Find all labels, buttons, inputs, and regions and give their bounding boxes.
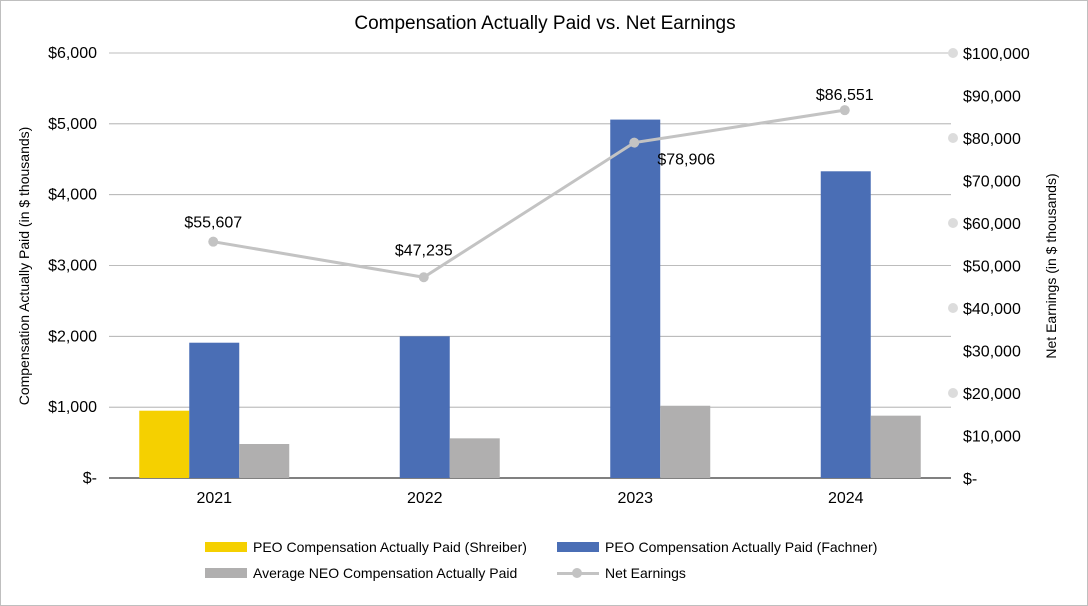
y2-tick-label: $50,000 (963, 259, 1021, 276)
bar-fachner (610, 119, 661, 478)
x-tick-label: 2021 (196, 490, 232, 507)
legend-item-net-earnings[interactable]: Net Earnings (557, 565, 686, 581)
legend-label-shreiber: PEO Compensation Actually Paid (Shreiber… (253, 539, 527, 555)
bar-neo (239, 444, 290, 478)
y2-tick-label: $100,000 (963, 46, 1030, 63)
bar-neo (660, 405, 711, 478)
net-earnings-point (629, 137, 640, 148)
legend-swatch-fachner (557, 542, 599, 552)
y2-tick-label: $90,000 (963, 89, 1021, 106)
x-tick-label: 2022 (407, 490, 443, 507)
gridlines (109, 52, 951, 479)
y-tick-label: $- (83, 470, 97, 487)
right-axis-dot (948, 48, 958, 58)
y-tick-label: $1,000 (48, 399, 97, 416)
chart-title: Compensation Actually Paid vs. Net Earni… (354, 13, 735, 34)
y2-tick-label: $60,000 (963, 216, 1021, 233)
y-tick-label: $3,000 (48, 258, 97, 275)
net-earnings-data-label: $78,906 (657, 152, 715, 169)
net-earnings-data-label: $86,551 (816, 87, 874, 104)
net-earnings-point (208, 236, 219, 247)
net-earnings-data-label: $55,607 (184, 215, 242, 232)
right-axis-dot (948, 218, 958, 228)
y-tick-label: $6,000 (48, 45, 97, 62)
legend-label-neo: Average NEO Compensation Actually Paid (253, 565, 518, 581)
right-axis-dot (948, 133, 958, 143)
y2-tick-label: $- (963, 471, 977, 488)
net-earnings-line: $55,607 $47,235 $78,906 $86,551 (184, 48, 958, 398)
bar-neo (449, 438, 500, 478)
x-tick-label: 2023 (617, 490, 653, 507)
bars (139, 119, 921, 478)
bar-fachner (189, 342, 240, 478)
right-axis-dot (948, 303, 958, 313)
left-axis-label: Compensation Actually Paid (in $ thousan… (16, 127, 32, 406)
net-earnings-point (839, 105, 850, 116)
bar-fachner (399, 336, 450, 478)
bar-neo (870, 415, 921, 478)
legend-swatch-shreiber (205, 542, 247, 552)
right-axis-dot (948, 388, 958, 398)
y2-tick-label: $70,000 (963, 174, 1021, 191)
net-earnings-path (213, 108, 845, 279)
right-axis-ticks: $- $10,000 $20,000 $30,000 $40,000 $50,000 $60… (963, 46, 1030, 488)
y2-tick-label: $10,000 (963, 429, 1021, 446)
legend-label-fachner: PEO Compensation Actually Paid (Fachner) (605, 539, 878, 555)
y-tick-label: $4,000 (48, 187, 97, 204)
legend-swatch-neo (205, 568, 247, 578)
x-axis-ticks: 2021 2022 2023 2024 (196, 490, 863, 507)
bar-fachner (820, 171, 871, 478)
y2-tick-label: $40,000 (963, 301, 1021, 318)
y2-tick-label: $80,000 (963, 131, 1021, 148)
legend-item-shreiber[interactable]: PEO Compensation Actually Paid (Shreiber… (205, 539, 527, 555)
left-axis-ticks: $- $1,000 $2,000 $3,000 $4,000 $5,000 $6,000 (48, 45, 97, 487)
legend-item-fachner[interactable]: PEO Compensation Actually Paid (Fachner) (557, 539, 877, 555)
legend-item-neo[interactable]: Average NEO Compensation Actually Paid (205, 565, 517, 581)
net-earnings-point (418, 272, 429, 283)
right-axis-label: Net Earnings (in $ thousands) (1043, 173, 1059, 358)
y-tick-label: $5,000 (48, 116, 97, 133)
y-tick-label: $2,000 (48, 328, 97, 345)
x-tick-label: 2024 (828, 490, 864, 507)
legend-label-net-earnings: Net Earnings (605, 565, 686, 581)
y2-tick-label: $20,000 (963, 386, 1021, 403)
legend-swatch-net-earnings (557, 568, 599, 578)
bar-shreiber (139, 410, 190, 478)
net-earnings-data-label: $47,235 (395, 242, 453, 259)
y2-tick-label: $30,000 (963, 344, 1021, 361)
